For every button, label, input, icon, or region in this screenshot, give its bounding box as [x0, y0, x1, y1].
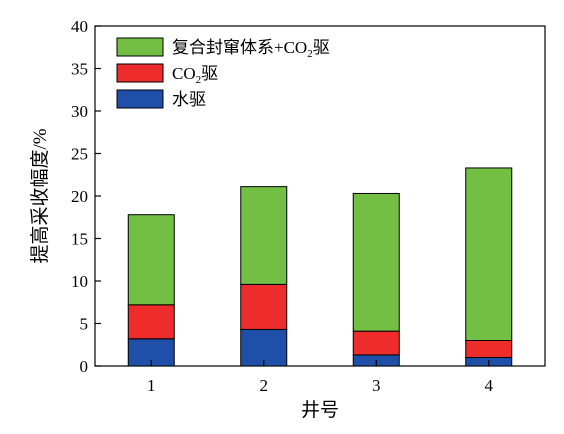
bar-segment-3-well-2	[240, 186, 288, 285]
bar-segment-2-well-2	[240, 283, 288, 330]
x-tick-label: 3	[372, 376, 381, 395]
legend-swatch-co2	[116, 63, 164, 83]
legend-swatch-water	[116, 89, 164, 109]
bar-segment-2-well-1	[127, 304, 175, 340]
y-axis-title: 提高采收幅度/%	[29, 128, 51, 263]
y-tick-label: 25	[71, 145, 88, 164]
legend-label-co2: CO2驱	[172, 64, 218, 86]
y-tick-label: 0	[80, 357, 89, 376]
legend-swatch-composite	[116, 37, 164, 57]
y-tick-label: 10	[71, 272, 88, 291]
bar-segment-3-well-1	[127, 214, 175, 306]
legend: 复合封窜体系+CO2驱 CO2驱 水驱	[116, 37, 330, 109]
bars-group	[127, 167, 513, 367]
y-tick-label: 5	[80, 315, 89, 334]
x-axis: 1 2 3 4	[147, 360, 494, 395]
y-tick-label: 15	[71, 230, 88, 249]
x-axis-title: 井号	[301, 399, 339, 421]
y-axis: 0 5 10 15 20 25 30 35 40	[71, 17, 101, 376]
y-tick-label: 20	[71, 187, 88, 206]
x-tick-label: 2	[260, 376, 269, 395]
bar-segment-2-well-4	[465, 340, 513, 358]
bar-segment-2-well-3	[352, 330, 400, 356]
x-tick-label: 4	[485, 376, 494, 395]
legend-label-composite: 复合封窜体系+CO2驱	[172, 38, 330, 60]
y-tick-label: 40	[71, 17, 88, 36]
bar-segment-3-well-4	[465, 167, 513, 341]
legend-label-water: 水驱	[172, 90, 206, 109]
y-tick-label: 35	[71, 60, 88, 79]
y-tick-label: 30	[71, 102, 88, 121]
x-tick-label: 1	[147, 376, 156, 395]
bar-segment-3-well-3	[352, 192, 400, 332]
